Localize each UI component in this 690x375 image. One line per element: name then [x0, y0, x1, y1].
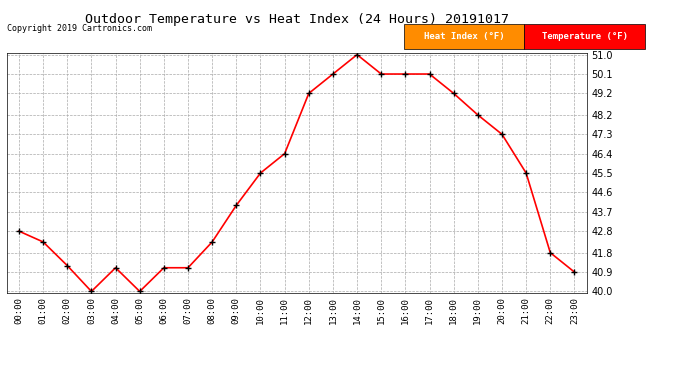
Text: Outdoor Temperature vs Heat Index (24 Hours) 20191017: Outdoor Temperature vs Heat Index (24 Ho… — [85, 13, 509, 26]
Text: Heat Index (°F): Heat Index (°F) — [424, 32, 504, 41]
Text: Temperature (°F): Temperature (°F) — [542, 32, 628, 41]
Text: Copyright 2019 Cartronics.com: Copyright 2019 Cartronics.com — [7, 24, 152, 33]
